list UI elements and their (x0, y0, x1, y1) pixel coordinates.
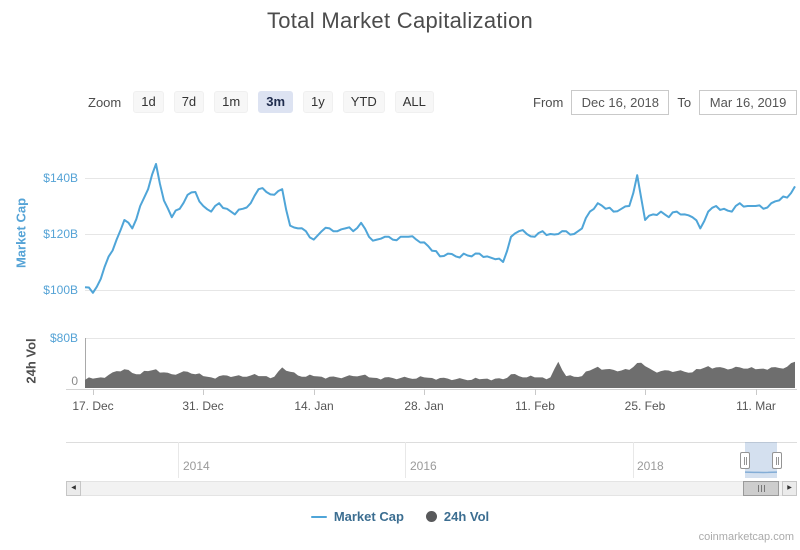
to-date-input[interactable] (699, 90, 798, 115)
x-tick (424, 389, 425, 395)
navigator-right-handle[interactable] (772, 452, 782, 469)
legend-item-market-cap[interactable]: Market Cap (310, 509, 404, 524)
ytick-120b: $120B (43, 227, 78, 241)
market-cap-plot-area[interactable] (85, 150, 795, 305)
zoom-button-1m[interactable]: 1m (214, 91, 249, 113)
scrollbar-right-arrow-icon[interactable]: ▶ (782, 481, 797, 496)
zoom-label: Zoom (88, 94, 122, 110)
xtick-label-11feb: 11. Feb (515, 399, 555, 413)
zoom-button-7d[interactable]: 7d (173, 91, 205, 113)
scrollbar-left-arrow-icon[interactable]: ◀ (66, 481, 81, 496)
navigator-top-border (66, 442, 797, 443)
page-title: Total Market Capitalization (266, 8, 534, 33)
xtick-label-11mar: 11. Mar (736, 399, 776, 413)
navigator-left-handle[interactable] (740, 452, 750, 469)
legend-label: 24h Vol (443, 509, 490, 524)
ytick-100b: $100B (43, 283, 78, 297)
zoom-button-ytd[interactable]: YTD (342, 91, 385, 113)
zoom-button-all[interactable]: ALL (394, 91, 434, 113)
yaxis-title-market-cap: Market Cap (13, 197, 29, 269)
xtick-label-14jan: 14. Jan (294, 399, 334, 413)
gridline-80b (85, 338, 795, 339)
attribution-link[interactable]: coinmarketcap.com (698, 531, 794, 543)
from-date-input[interactable] (571, 90, 670, 115)
volume-plot-area[interactable] (85, 336, 795, 389)
xtick-label-17dec: 17. Dec (72, 399, 114, 413)
zoom-button-3m[interactable]: 3m (258, 91, 294, 113)
x-tick (756, 389, 757, 395)
legend-item-24h-vol[interactable]: 24h Vol (425, 509, 490, 524)
legend: Market Cap 24h Vol (0, 509, 800, 524)
navigator-year-2018: 2018 (637, 459, 664, 473)
ytick-80b-vol: $80B (49, 331, 78, 345)
xtick-label-28jan: 28. Jan (404, 399, 444, 413)
date-range-group: From To (533, 90, 798, 115)
ytick-0-vol: 0 (71, 374, 78, 388)
legend-label: Market Cap (333, 509, 404, 524)
to-label: To (677, 95, 692, 110)
x-tick (535, 389, 536, 395)
ytick-140b: $140B (43, 171, 78, 185)
from-label: From (533, 95, 564, 110)
zoom-button-1d[interactable]: 1d (133, 91, 164, 113)
xtick-label-25feb: 25. Feb (624, 399, 666, 413)
x-tick (314, 389, 315, 395)
line-marker-icon (310, 515, 327, 518)
yaxis-title-24h-vol: 24h Vol (23, 338, 39, 384)
navigator-gridline-2014 (178, 442, 179, 478)
navigator-year-2016: 2016 (410, 459, 437, 473)
x-tick (203, 389, 204, 395)
zoom-button-1y[interactable]: 1y (303, 91, 333, 113)
x-tick (645, 389, 646, 395)
navigator-gridline-2018 (633, 442, 634, 478)
x-axis-line (66, 389, 797, 390)
navigator-year-2014: 2014 (183, 459, 210, 473)
scrollbar-track[interactable] (66, 481, 797, 496)
circle-marker-icon (425, 511, 437, 522)
zoom-button-group: Zoom 1d 7d 1m 3m 1y YTD ALL (88, 90, 434, 114)
xtick-label-31dec: 31. Dec (182, 399, 224, 413)
scrollbar-thumb[interactable] (743, 481, 779, 496)
navigator-gridline-2016 (405, 442, 406, 478)
x-tick (93, 389, 94, 395)
navigator-selected-range[interactable] (745, 442, 777, 478)
